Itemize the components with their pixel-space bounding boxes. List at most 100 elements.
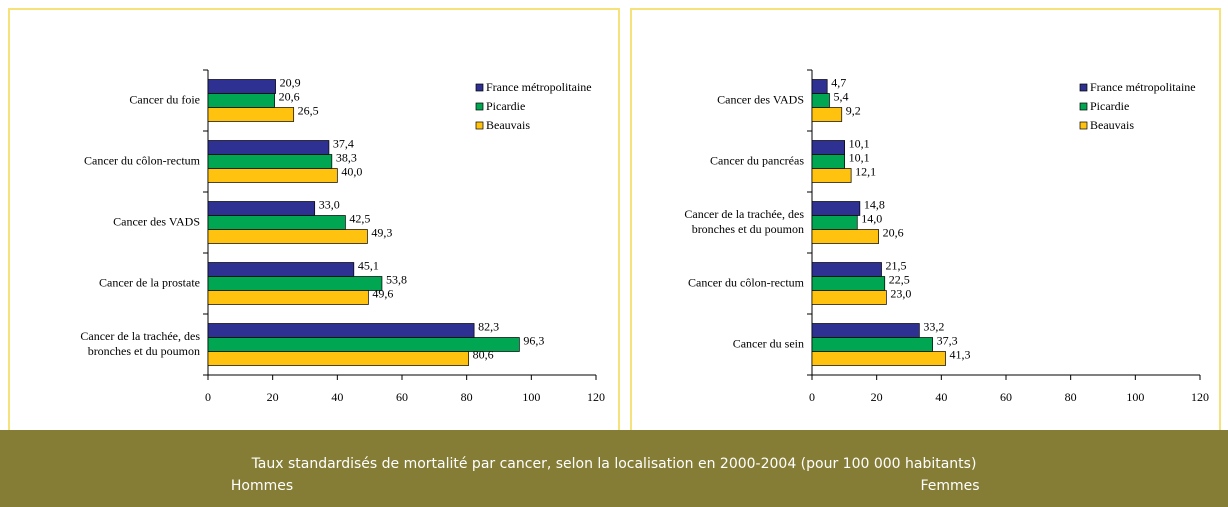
data-label: 45,1: [358, 258, 379, 272]
bar: [207, 229, 368, 244]
data-label: 20,6: [883, 225, 904, 239]
y-tick-label: Cancer de la trachée, des bronches et du …: [80, 329, 200, 358]
bar: [207, 262, 355, 277]
data-label: 33,2: [923, 319, 944, 333]
bar: [811, 290, 887, 305]
legend-label: Picardie: [486, 99, 525, 113]
data-label: 80,6: [473, 347, 494, 361]
bar: [811, 140, 846, 155]
legend-label: Beauvais: [1090, 118, 1134, 132]
data-label: 10,1: [849, 150, 870, 164]
bar: [207, 276, 383, 291]
bar: [811, 276, 886, 291]
y-tick-label: Cancer du foie: [129, 92, 200, 106]
bar: [207, 107, 295, 122]
y-tick-label: Cancer du côlon-rectum: [84, 153, 201, 167]
x-tick-label: 120: [1191, 390, 1209, 404]
data-label: 40,0: [341, 164, 362, 178]
data-label: 53,8: [386, 272, 407, 286]
bar: [207, 140, 330, 155]
data-label: 37,4: [333, 136, 354, 150]
bar: [207, 201, 316, 216]
y-tick-label: Cancer des VADS: [717, 92, 804, 106]
bar: [207, 154, 333, 169]
x-tick-label: 80: [1065, 390, 1077, 404]
bar: [811, 351, 946, 366]
data-label: 23,0: [890, 286, 911, 300]
bar: [811, 93, 830, 108]
data-label: 12,1: [855, 164, 876, 178]
x-tick-label: 20: [871, 390, 883, 404]
bar: [811, 262, 882, 277]
legend-swatch: [475, 102, 484, 111]
bar: [811, 168, 852, 183]
legend-label: France métropolitaine: [486, 80, 592, 94]
x-tick-label: 0: [809, 390, 815, 404]
legend-label: Picardie: [1090, 99, 1129, 113]
bar: [811, 201, 861, 216]
data-label: 42,5: [349, 211, 370, 225]
data-label: 21,5: [886, 258, 907, 272]
caption-band: [0, 430, 1228, 507]
y-tick-label: Cancer du pancréas: [710, 153, 804, 167]
y-tick-label: Cancer de la trachée, des bronches et du …: [684, 207, 804, 236]
legend-swatch: [475, 83, 484, 92]
data-label: 20,6: [279, 89, 300, 103]
y-tick-label: Cancer du sein: [733, 336, 804, 350]
data-label: 5,4: [833, 89, 848, 103]
legend-swatch: [1079, 121, 1088, 130]
y-tick-label: Cancer des VADS: [113, 214, 200, 228]
data-label: 33,0: [319, 197, 340, 211]
data-label: 49,3: [371, 225, 392, 239]
y-tick-label: Cancer de la prostate: [99, 275, 200, 289]
x-tick-label: 40: [935, 390, 947, 404]
bar: [207, 290, 369, 305]
bar: [811, 154, 846, 169]
bar: [811, 229, 879, 244]
data-label: 22,5: [889, 272, 910, 286]
x-tick-label: 120: [587, 390, 605, 404]
legend-label: Beauvais: [486, 118, 530, 132]
data-label: 96,3: [523, 333, 544, 347]
bar: [207, 168, 338, 183]
bar: [207, 93, 275, 108]
y-tick-label: Cancer du côlon-rectum: [688, 275, 805, 289]
data-label: 20,9: [280, 75, 301, 89]
x-tick-label: 40: [331, 390, 343, 404]
data-label: 26,5: [298, 103, 319, 117]
bar: [207, 79, 276, 94]
bar: [207, 351, 469, 366]
data-label: 38,3: [336, 150, 357, 164]
x-tick-label: 80: [461, 390, 473, 404]
x-tick-label: 0: [205, 390, 211, 404]
legend-label: France métropolitaine: [1090, 80, 1196, 94]
caption: Taux standardisés de mortalité par cance…: [251, 456, 977, 472]
bar: [811, 107, 843, 122]
legend-swatch: [1079, 83, 1088, 92]
subtitle: Hommes: [231, 478, 293, 494]
data-label: 49,6: [372, 286, 393, 300]
x-tick-label: 60: [1000, 390, 1012, 404]
legend-swatch: [475, 121, 484, 130]
data-label: 41,3: [950, 347, 971, 361]
data-label: 14,0: [861, 211, 882, 225]
bar: [811, 215, 858, 230]
x-tick-label: 60: [396, 390, 408, 404]
bar: [207, 215, 346, 230]
data-label: 82,3: [478, 319, 499, 333]
x-tick-label: 100: [1126, 390, 1144, 404]
x-tick-label: 20: [267, 390, 279, 404]
bar: [207, 323, 475, 338]
data-label: 4,7: [831, 75, 846, 89]
bar: [811, 79, 828, 94]
data-label: 10,1: [849, 136, 870, 150]
bar: [811, 323, 920, 338]
legend-swatch: [1079, 102, 1088, 111]
data-label: 37,3: [937, 333, 958, 347]
x-tick-label: 100: [522, 390, 540, 404]
bar: [811, 337, 933, 352]
data-label: 9,2: [846, 103, 861, 117]
data-label: 14,8: [864, 197, 885, 211]
subtitle: Femmes: [920, 478, 979, 494]
